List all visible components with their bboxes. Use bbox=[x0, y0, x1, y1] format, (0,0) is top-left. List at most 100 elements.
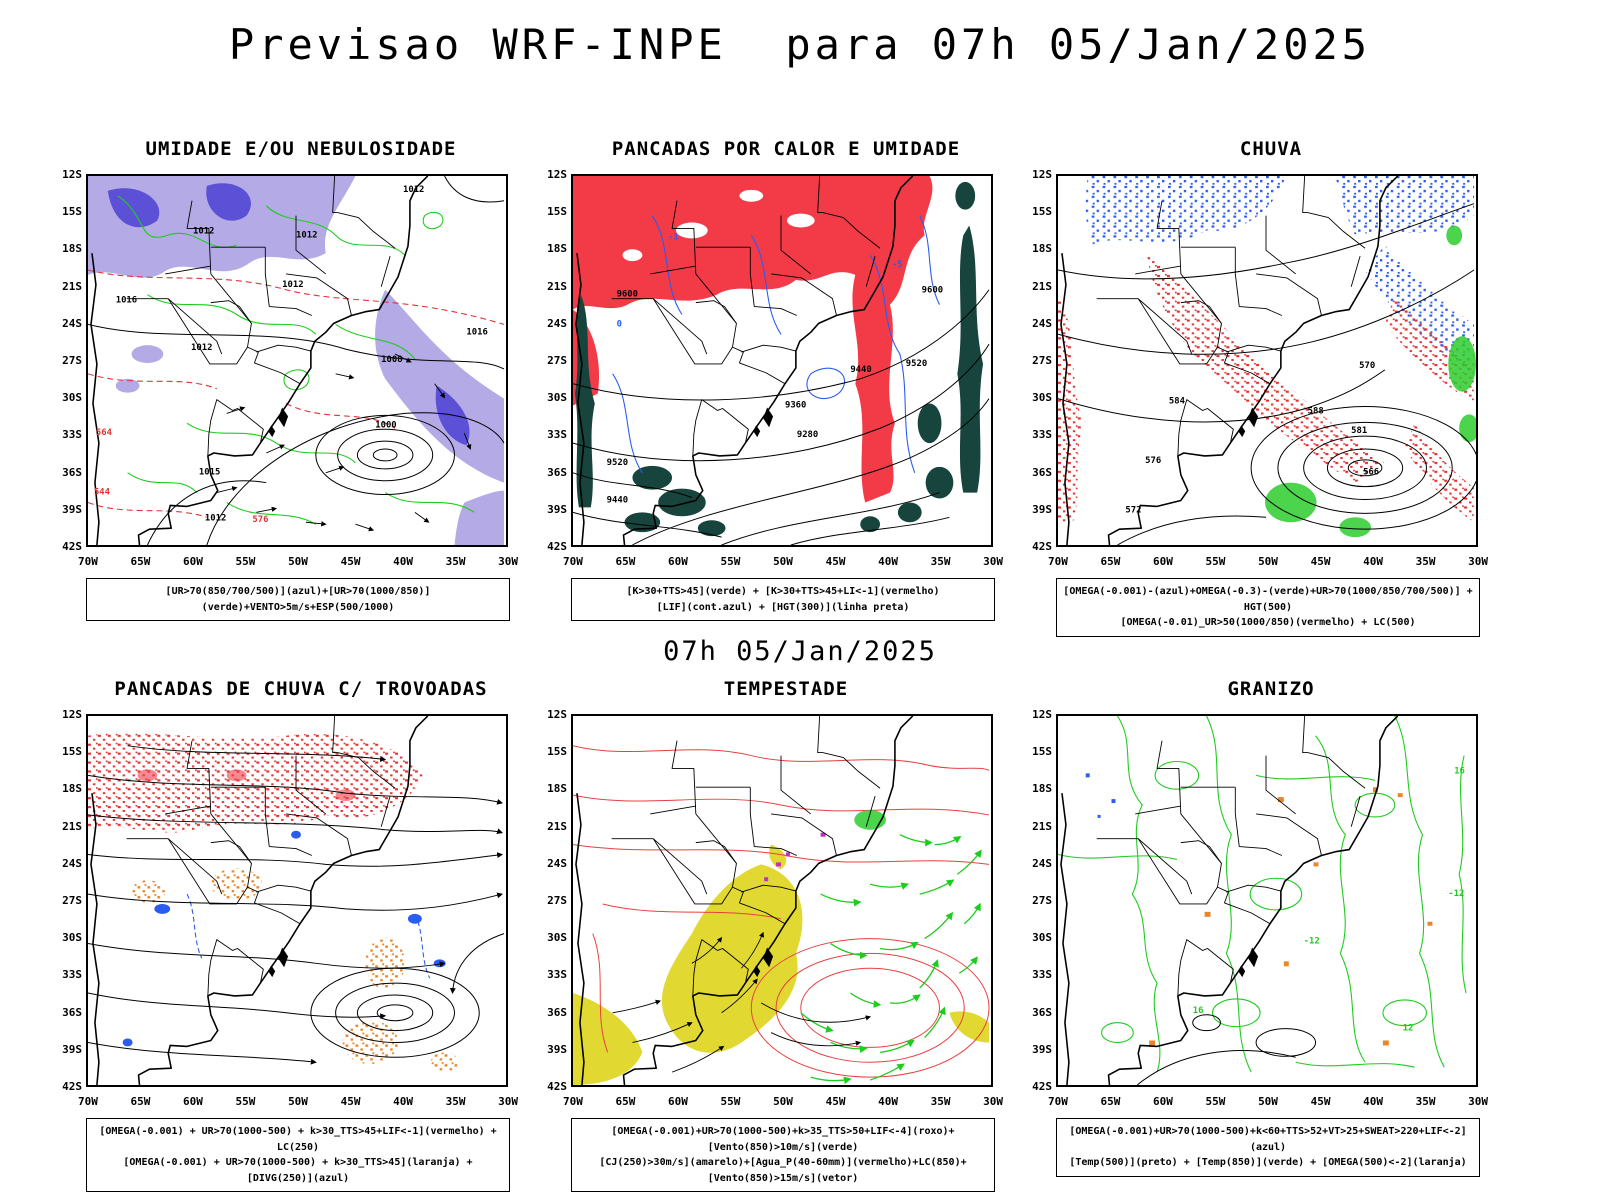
caption-line: [OMEGA(-0.001)+UR>70(1000-500)+k<60+TTS>… bbox=[1069, 1126, 1467, 1153]
axis-tick: 42S bbox=[62, 539, 82, 553]
axis-tick: 15S bbox=[1032, 205, 1052, 219]
axis-tick: 42S bbox=[1032, 1079, 1052, 1093]
axis-tick: 65W bbox=[130, 555, 151, 568]
contour-label: -5 bbox=[892, 260, 903, 270]
contour-labels-layer: 1012 1012 1012 1012 1016 1016 1008 1012 1000 1015… bbox=[94, 185, 488, 525]
caption-line: [OMEGA(-0.001)+UR>70(1000-500)+k>35_TTS>… bbox=[611, 1126, 955, 1153]
storm-orange-speckles bbox=[129, 868, 459, 1073]
contour-label: 576 bbox=[252, 515, 268, 525]
axis-tick: 50W bbox=[1258, 1095, 1278, 1108]
temp850-green-contours bbox=[1058, 716, 1467, 1073]
contour-labels-layer: 16 -12 -12 16 12 bbox=[1193, 766, 1465, 1033]
red-thickness-contours bbox=[88, 269, 505, 518]
lon-axis: 70W 65W 60W 55W 50W 45W 40W 35W 30W bbox=[1048, 1092, 1488, 1108]
axis-tick: 55W bbox=[235, 1095, 256, 1108]
axis-tick: 40W bbox=[878, 1095, 898, 1108]
page-title: Previsao WRF-INPE para 07h 05/Jan/2025 bbox=[228, 20, 1372, 69]
axis-tick: 45W bbox=[340, 1095, 361, 1108]
axis-tick: 18S bbox=[1032, 782, 1052, 796]
lon-axis: 70W 65W 60W 55W 50W 45W 40W 35W 30W bbox=[563, 1092, 1003, 1108]
axis-tick: 15S bbox=[547, 205, 567, 219]
contour-label: 576 bbox=[1145, 456, 1161, 466]
axis-tick: 42S bbox=[1032, 539, 1052, 553]
caption-box: [OMEGA(-0.001)+UR>70(1000-500)+k<60+TTS>… bbox=[1056, 1118, 1480, 1177]
axis-tick: 15S bbox=[547, 745, 567, 759]
contour-label: 1012 bbox=[282, 280, 303, 290]
axis-tick: 30S bbox=[62, 931, 82, 945]
caption-line: [OMEGA(-0.001)-(azul)+OMEGA(-0.3)-(verde… bbox=[1063, 586, 1473, 613]
hgt500-contours bbox=[1058, 203, 1476, 545]
axis-tick: 33S bbox=[62, 428, 82, 442]
contour-label: 9280 bbox=[797, 430, 818, 440]
axis-tick: 24S bbox=[547, 856, 567, 870]
axis-tick: 70W bbox=[1048, 555, 1068, 568]
contour-label: -12 bbox=[1448, 889, 1464, 899]
axis-tick: 42S bbox=[547, 1079, 567, 1093]
isobar-contours bbox=[88, 176, 505, 545]
map-granizo: 16 -12 -12 16 12 bbox=[1056, 714, 1478, 1087]
axis-tick: 27S bbox=[62, 353, 82, 367]
axis-tick: 39S bbox=[547, 1042, 567, 1056]
axis-tick: 24S bbox=[547, 316, 567, 330]
axis-tick: 65W bbox=[615, 555, 636, 568]
panel-title: UMIDADE E/OU NEBULOSIDADE bbox=[145, 138, 457, 160]
axis-tick: 42S bbox=[547, 539, 567, 553]
contour-label: 16 bbox=[1454, 766, 1465, 776]
panel-title: CHUVA bbox=[1239, 138, 1303, 160]
contour-label: 9440 bbox=[850, 365, 871, 375]
axis-tick: 65W bbox=[615, 1095, 636, 1108]
contour-labels-layer: 570 584 588 581 576 566 572 bbox=[1125, 361, 1379, 515]
omega-blue-speckles bbox=[1085, 176, 1475, 374]
axis-tick: 30W bbox=[498, 555, 518, 568]
axis-tick: 12S bbox=[62, 708, 82, 721]
axis-tick: 36S bbox=[1032, 465, 1052, 479]
axis-tick: 55W bbox=[1205, 1095, 1226, 1108]
axis-tick: 65W bbox=[1100, 555, 1121, 568]
caption-line: [Temp(500)](preto) + [Temp(850)](verde) … bbox=[1069, 1157, 1467, 1168]
axis-tick: 36S bbox=[62, 465, 82, 479]
axis-tick: 18S bbox=[547, 782, 567, 796]
axis-tick: 40W bbox=[393, 1095, 413, 1108]
contour-label: 1012 bbox=[191, 343, 212, 353]
divergence-blue-patches bbox=[122, 830, 446, 1047]
axis-tick: 39S bbox=[62, 1042, 82, 1056]
axis-tick: 70W bbox=[1048, 1095, 1068, 1108]
contour-labels-layer: 9600 9600 9520 9440 9360 9280 9520 9440 -1 -5 0 bbox=[607, 232, 943, 505]
caption-box: [K>30+TTS>45](verde) + [K>30+TTS>45+LI<-… bbox=[571, 578, 995, 621]
axis-tick: 60W bbox=[183, 1095, 203, 1108]
axis-tick: 30S bbox=[1032, 931, 1052, 945]
axis-tick: 35W bbox=[445, 1095, 466, 1108]
axis-tick: 24S bbox=[62, 316, 82, 330]
contour-label: 544 bbox=[94, 488, 110, 498]
severe-magenta-specks bbox=[764, 832, 826, 882]
panel-chuva: CHUVA 12S 15S 18S 21S 24S 27S 30S 33S 36S 39S 42S bbox=[1026, 138, 1488, 637]
contour-label: 9360 bbox=[785, 400, 806, 410]
axis-tick: 15S bbox=[1032, 745, 1052, 759]
axis-tick: 35W bbox=[445, 555, 466, 568]
axis-tick: 39S bbox=[1032, 1042, 1052, 1056]
axis-tick: 70W bbox=[563, 1095, 583, 1108]
caption-line: [LIF](cont.azul) + [HGT(300)](linha pret… bbox=[656, 601, 910, 613]
contour-label: 9520 bbox=[906, 359, 927, 369]
axis-tick: 50W bbox=[288, 1095, 308, 1108]
contour-label: 1012 bbox=[193, 226, 214, 236]
axis-tick: 24S bbox=[1032, 316, 1052, 330]
lat-axis: 12S 15S 18S 21S 24S 27S 30S 33S 36S 39S 42S bbox=[1026, 709, 1056, 1092]
contour-label: 12 bbox=[1403, 1024, 1414, 1034]
axis-tick: 45W bbox=[1310, 555, 1331, 568]
axis-tick: 30W bbox=[498, 1095, 518, 1108]
lat-axis: 12S 15S 18S 21S 24S 27S 30S 33S 36S 39S 42S bbox=[56, 709, 86, 1092]
wind-vector-arrows bbox=[216, 353, 472, 532]
panel-umidade: UMIDADE E/OU NEBULOSIDADE 12S 15S 18S 21S 24… bbox=[56, 138, 518, 621]
caption-box: [OMEGA(-0.001)+UR>70(1000-500)+k>35_TTS>… bbox=[571, 1118, 995, 1192]
axis-tick: 24S bbox=[1032, 856, 1052, 870]
axis-tick: 33S bbox=[1032, 428, 1052, 442]
lon-axis: 70W 65W 60W 55W 50W 45W 40W 35W 30W bbox=[78, 1092, 518, 1108]
hgt300-contours bbox=[573, 289, 990, 545]
axis-tick: 60W bbox=[183, 555, 203, 568]
axis-tick: 39S bbox=[1032, 502, 1052, 516]
axis-tick: 60W bbox=[1153, 1095, 1173, 1108]
map-pancadas-calor: 9600 9600 9520 9440 9360 9280 9520 9440 -1 -5 0 bbox=[571, 174, 993, 547]
map-tempestade bbox=[571, 714, 993, 1087]
axis-tick: 18S bbox=[1032, 242, 1052, 256]
